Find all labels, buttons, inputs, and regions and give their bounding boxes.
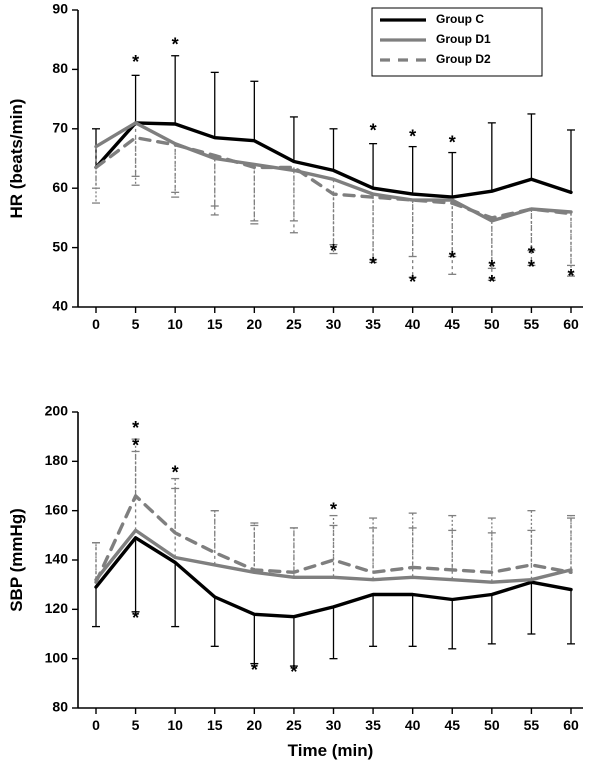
svg-text:35: 35 xyxy=(365,316,381,332)
svg-text:20: 20 xyxy=(247,316,263,332)
svg-text:120: 120 xyxy=(45,600,69,616)
svg-text:60: 60 xyxy=(52,179,68,195)
svg-text:50: 50 xyxy=(484,316,500,332)
svg-text:40: 40 xyxy=(405,717,421,733)
svg-text:*: * xyxy=(172,34,179,54)
svg-text:HR (beats/min): HR (beats/min) xyxy=(7,99,26,219)
svg-text:*: * xyxy=(330,241,337,261)
figure: 405060708090051015202530354045505560HR (… xyxy=(0,0,601,779)
svg-text:*: * xyxy=(528,243,535,263)
svg-text:*: * xyxy=(290,662,297,682)
svg-text:Group D1: Group D1 xyxy=(436,32,491,46)
svg-text:*: * xyxy=(132,608,139,628)
svg-text:20: 20 xyxy=(247,717,263,733)
svg-text:180: 180 xyxy=(45,452,69,468)
svg-text:*: * xyxy=(488,272,495,292)
svg-text:*: * xyxy=(567,266,574,286)
svg-text:*: * xyxy=(409,272,416,292)
svg-text:*: * xyxy=(132,52,139,72)
svg-text:90: 90 xyxy=(52,1,68,17)
svg-text:25: 25 xyxy=(286,717,302,733)
svg-text:60: 60 xyxy=(563,717,579,733)
svg-text:15: 15 xyxy=(207,316,223,332)
svg-text:60: 60 xyxy=(563,316,579,332)
svg-text:Group C: Group C xyxy=(436,12,484,26)
svg-text:80: 80 xyxy=(52,60,68,76)
svg-text:25: 25 xyxy=(286,316,302,332)
svg-text:*: * xyxy=(449,248,456,268)
svg-text:0: 0 xyxy=(92,316,100,332)
svg-text:100: 100 xyxy=(45,649,69,665)
svg-text:5: 5 xyxy=(132,717,140,733)
svg-text:50: 50 xyxy=(484,717,500,733)
svg-text:*: * xyxy=(370,121,377,141)
svg-text:40: 40 xyxy=(52,298,68,314)
svg-text:55: 55 xyxy=(524,316,540,332)
svg-text:50: 50 xyxy=(52,238,68,254)
svg-text:10: 10 xyxy=(167,316,183,332)
svg-text:Group D2: Group D2 xyxy=(436,52,491,66)
svg-text:*: * xyxy=(251,660,258,680)
svg-text:Time (min): Time (min) xyxy=(288,741,374,760)
svg-text:*: * xyxy=(330,499,337,519)
svg-text:5: 5 xyxy=(132,316,140,332)
svg-text:40: 40 xyxy=(405,316,421,332)
svg-text:160: 160 xyxy=(45,501,69,517)
svg-text:*: * xyxy=(370,254,377,274)
svg-text:0: 0 xyxy=(92,717,100,733)
svg-text:*: * xyxy=(449,132,456,152)
chart-hr: 40 50 60 70 80 90 0 5 10 15 20 25 30 35 40 45 50 55 60 HR (… xyxy=(0,0,601,355)
svg-text:30: 30 xyxy=(326,717,342,733)
svg-text:*: * xyxy=(409,126,416,146)
svg-text:140: 140 xyxy=(45,551,69,567)
svg-text:45: 45 xyxy=(444,316,460,332)
svg-text:10: 10 xyxy=(167,717,183,733)
svg-text:30: 30 xyxy=(326,316,342,332)
svg-text:200: 200 xyxy=(45,403,69,419)
svg-text:SBP (mmHg): SBP (mmHg) xyxy=(7,508,26,612)
svg-text:80: 80 xyxy=(52,699,68,715)
chart-sbp: 80 100 120 140 160 180 200 0 5 10 15 20 25 30 35 40 45 50… xyxy=(0,400,601,770)
svg-text:55: 55 xyxy=(524,717,540,733)
svg-text:45: 45 xyxy=(444,717,460,733)
svg-text:15: 15 xyxy=(207,717,223,733)
svg-text:70: 70 xyxy=(52,120,68,136)
svg-text:35: 35 xyxy=(365,717,381,733)
svg-text:*: * xyxy=(172,462,179,482)
svg-text:*: * xyxy=(132,435,139,455)
